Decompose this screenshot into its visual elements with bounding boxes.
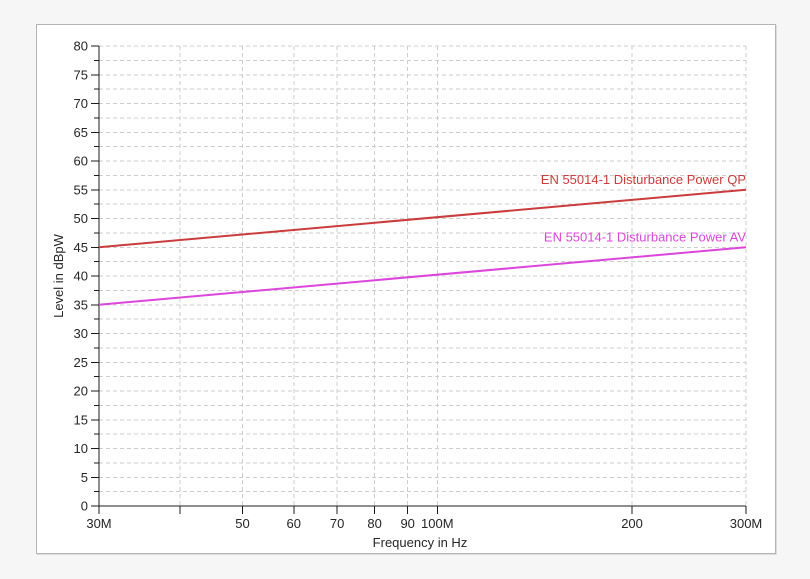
y-axis-title: Level in dBpW xyxy=(51,233,66,318)
x-axis-title: Frequency in Hz xyxy=(373,535,468,550)
chart-frame: 0 5 10 15 20 25 30 35 40 45 50 55 60 65 70 75 80 30M 50 60 7… xyxy=(36,24,776,554)
x-tick-label: 70 xyxy=(330,516,344,531)
x-tick-label: 90 xyxy=(400,516,414,531)
y-tick-label: 80 xyxy=(74,39,88,54)
y-tick-label: 60 xyxy=(74,154,88,169)
y-tick-label: 45 xyxy=(74,240,88,255)
y-tick-label: 70 xyxy=(74,96,88,111)
y-tick-label: 65 xyxy=(74,125,88,140)
y-tick-label: 5 xyxy=(81,470,88,485)
y-tick-label: 15 xyxy=(74,412,88,427)
y-tick-label: 50 xyxy=(74,211,88,226)
series-label-qp: EN 55014-1 Disturbance Power QP xyxy=(541,172,746,187)
y-tick-label: 0 xyxy=(81,499,88,514)
y-tick-label: 10 xyxy=(74,441,88,456)
x-tick-label: 300M xyxy=(730,516,763,531)
x-tick-label: 200 xyxy=(621,516,643,531)
y-tick-label: 30 xyxy=(74,326,88,341)
series-line-av xyxy=(98,246,747,306)
y-tick-label: 20 xyxy=(74,384,88,399)
y-tick-label: 40 xyxy=(74,269,88,284)
series-label-av: EN 55014-1 Disturbance Power AV xyxy=(544,229,746,244)
x-tick-label: 80 xyxy=(367,516,381,531)
x-tick-label: 30M xyxy=(86,516,111,531)
y-tick-label: 25 xyxy=(74,355,88,370)
chart-canvas: 0 5 10 15 20 25 30 35 40 45 50 55 60 65 70 75 80 30M 50 60 7… xyxy=(51,39,763,551)
x-tick-label: 50 xyxy=(235,516,249,531)
x-tick-label: 100M xyxy=(421,516,454,531)
series-line-qp xyxy=(98,188,747,249)
y-tick-label: 35 xyxy=(74,297,88,312)
x-tick-label: 60 xyxy=(287,516,301,531)
y-tick-label: 75 xyxy=(74,67,88,82)
y-tick-label: 55 xyxy=(74,182,88,197)
